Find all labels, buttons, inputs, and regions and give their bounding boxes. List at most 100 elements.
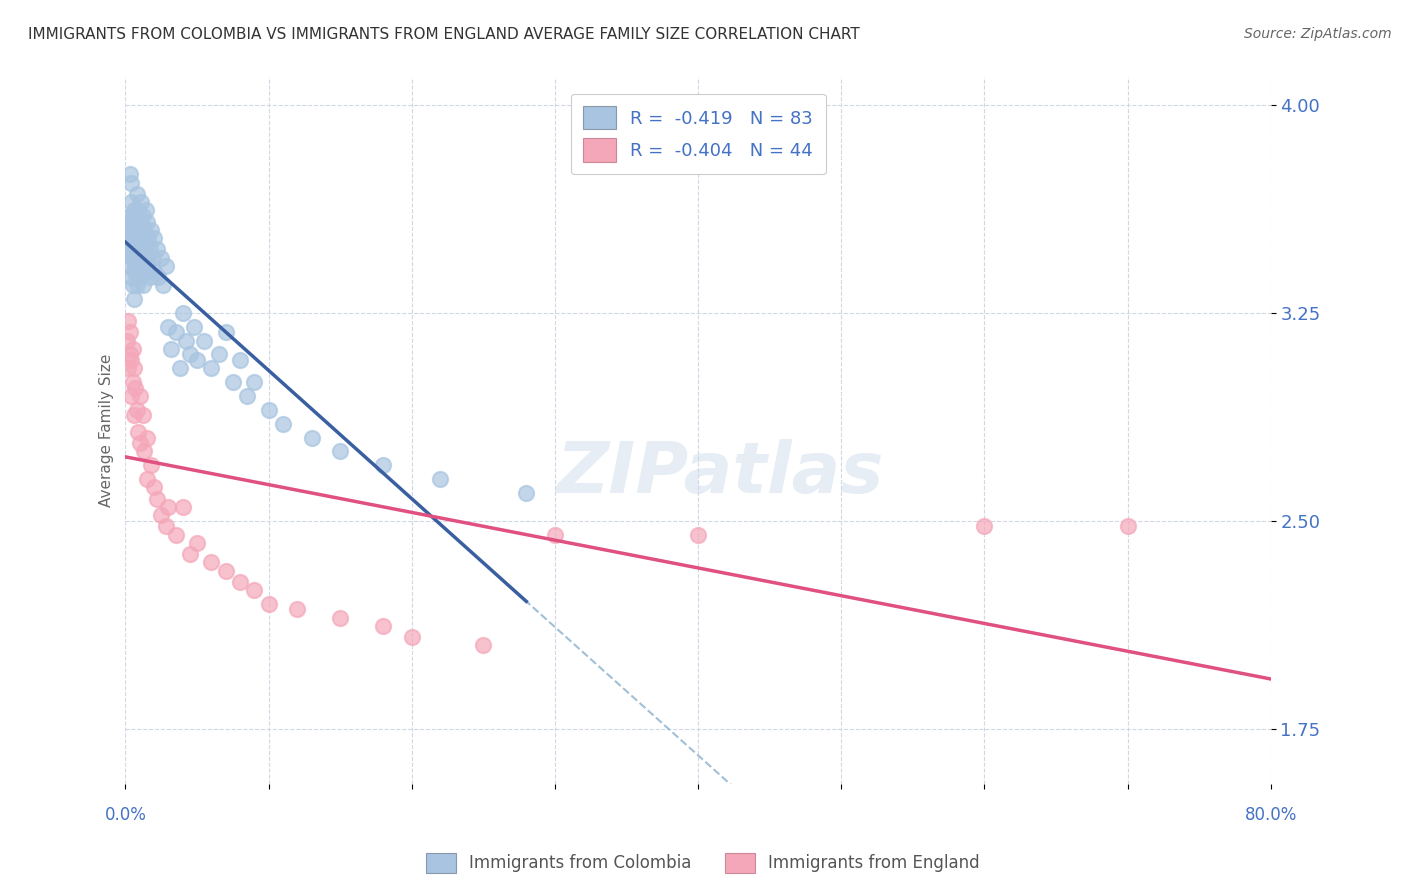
- Point: [129, 195, 152, 210]
- Point: [128, 242, 150, 256]
- Point: [118, 259, 141, 273]
- Point: [215, 326, 238, 340]
- Point: [143, 264, 166, 278]
- Point: [157, 500, 180, 514]
- Point: [124, 242, 146, 256]
- Point: [143, 481, 166, 495]
- Point: [125, 278, 148, 293]
- Point: [329, 610, 352, 624]
- Point: [120, 389, 142, 403]
- Point: [129, 259, 152, 273]
- Point: [207, 347, 229, 361]
- Point: [131, 242, 153, 256]
- Point: [125, 403, 148, 417]
- Point: [129, 231, 152, 245]
- Point: [141, 458, 163, 473]
- Point: [179, 547, 201, 561]
- Point: [117, 231, 139, 245]
- Point: [115, 242, 138, 256]
- Point: [143, 231, 166, 245]
- Point: [124, 259, 146, 273]
- Legend: R =  -0.419   N = 83, R =  -0.404   N = 44: R = -0.419 N = 83, R = -0.404 N = 44: [571, 94, 825, 174]
- Point: [117, 248, 139, 262]
- Point: [139, 269, 162, 284]
- Point: [157, 319, 180, 334]
- Point: [121, 375, 143, 389]
- Point: [257, 403, 280, 417]
- Point: [117, 361, 139, 376]
- Point: [138, 264, 160, 278]
- Point: [515, 486, 537, 500]
- Point: [134, 236, 156, 251]
- Point: [329, 444, 352, 458]
- Point: [271, 417, 294, 431]
- Point: [132, 223, 155, 237]
- Point: [121, 342, 143, 356]
- Point: [193, 334, 215, 348]
- Point: [122, 203, 145, 218]
- Point: [118, 214, 141, 228]
- Point: [115, 334, 138, 348]
- Point: [544, 527, 567, 541]
- Point: [125, 186, 148, 201]
- Point: [117, 314, 139, 328]
- Point: [127, 203, 149, 218]
- Point: [115, 236, 138, 251]
- Legend: Immigrants from Colombia, Immigrants from England: Immigrants from Colombia, Immigrants fro…: [419, 847, 987, 880]
- Point: [169, 361, 191, 376]
- Point: [152, 278, 174, 293]
- Point: [131, 209, 153, 223]
- Point: [128, 214, 150, 228]
- Point: [186, 353, 208, 368]
- Point: [139, 242, 162, 256]
- Point: [121, 251, 143, 265]
- Point: [125, 251, 148, 265]
- Point: [150, 508, 173, 523]
- Point: [128, 436, 150, 450]
- Text: ZIPatlas: ZIPatlas: [557, 439, 884, 508]
- Point: [122, 361, 145, 376]
- Point: [373, 458, 395, 473]
- Point: [124, 381, 146, 395]
- Point: [146, 491, 169, 506]
- Point: [125, 223, 148, 237]
- Point: [148, 269, 170, 284]
- Text: 0.0%: 0.0%: [104, 806, 146, 824]
- Point: [236, 389, 259, 403]
- Point: [174, 334, 197, 348]
- Point: [118, 168, 141, 182]
- Point: [120, 353, 142, 368]
- Point: [973, 519, 995, 533]
- Point: [429, 472, 451, 486]
- Point: [1116, 519, 1139, 533]
- Point: [160, 342, 183, 356]
- Point: [127, 425, 149, 439]
- Point: [122, 409, 145, 423]
- Point: [132, 444, 155, 458]
- Point: [120, 195, 142, 210]
- Point: [401, 630, 423, 644]
- Point: [150, 251, 173, 265]
- Point: [200, 361, 222, 376]
- Point: [121, 209, 143, 223]
- Text: Source: ZipAtlas.com: Source: ZipAtlas.com: [1244, 27, 1392, 41]
- Point: [165, 527, 187, 541]
- Point: [172, 500, 194, 514]
- Point: [127, 264, 149, 278]
- Point: [134, 203, 156, 218]
- Point: [136, 431, 159, 445]
- Point: [121, 278, 143, 293]
- Point: [222, 375, 245, 389]
- Text: IMMIGRANTS FROM COLOMBIA VS IMMIGRANTS FROM ENGLAND AVERAGE FAMILY SIZE CORRELAT: IMMIGRANTS FROM COLOMBIA VS IMMIGRANTS F…: [28, 27, 860, 42]
- Point: [301, 431, 323, 445]
- Point: [373, 619, 395, 633]
- Point: [183, 319, 205, 334]
- Point: [122, 292, 145, 306]
- Point: [472, 639, 495, 653]
- Point: [186, 536, 208, 550]
- Point: [215, 564, 238, 578]
- Point: [155, 519, 177, 533]
- Point: [120, 242, 142, 256]
- Point: [688, 527, 710, 541]
- Point: [122, 264, 145, 278]
